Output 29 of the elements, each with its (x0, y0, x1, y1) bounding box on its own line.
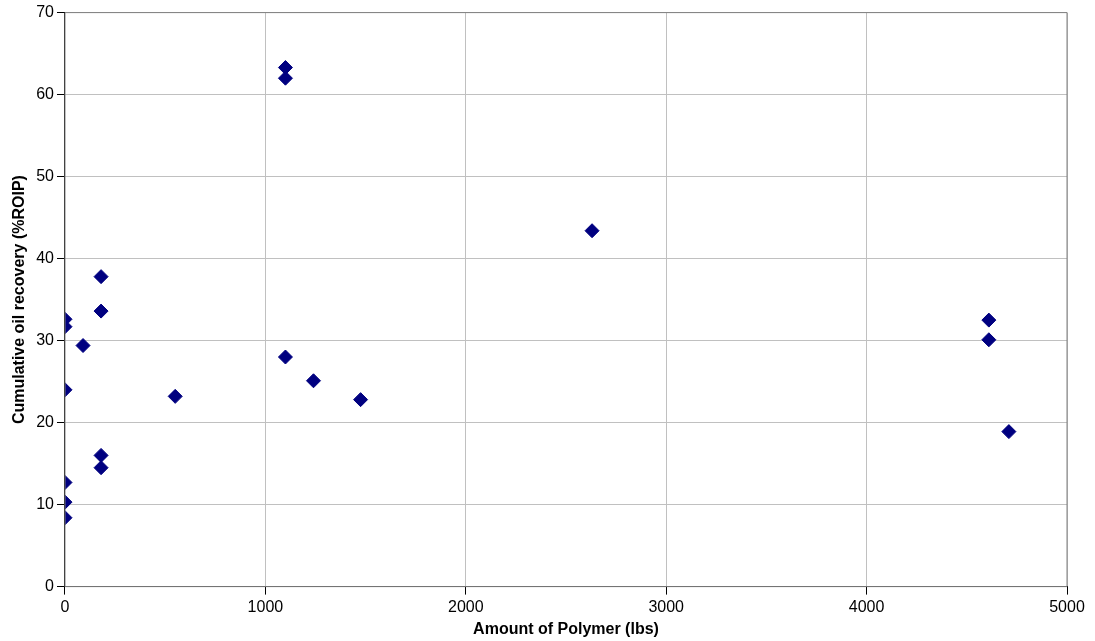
x-tick-label: 4000 (848, 597, 885, 615)
point (981, 332, 997, 348)
point (277, 349, 293, 365)
y-axis-title: Cumulative oil recovery (%ROIP) (10, 175, 28, 425)
point (584, 223, 600, 239)
y-tick-label: 10 (36, 495, 55, 513)
x-tick-label: 1000 (247, 597, 284, 615)
point (981, 312, 997, 328)
x-tick-label: 5000 (1049, 597, 1085, 615)
point (353, 392, 369, 408)
x-tick-label: 2000 (448, 597, 484, 615)
point (1001, 424, 1017, 440)
y-tick-label: 70 (36, 3, 55, 21)
y-tick-label: 30 (36, 331, 55, 349)
x-tick-label: 3000 (648, 597, 685, 615)
point (305, 373, 321, 389)
point (75, 338, 91, 354)
point (93, 447, 109, 463)
y-tick-label: 0 (45, 577, 55, 595)
point (93, 303, 109, 319)
x-axis-title: Amount of Polymer (lbs) (473, 619, 659, 637)
x-tick-label: 0 (60, 597, 70, 615)
point (167, 388, 183, 404)
y-tick-label: 60 (36, 85, 55, 103)
point (93, 460, 109, 476)
point (93, 269, 109, 285)
y-tick-label: 20 (36, 413, 55, 431)
y-tick-label: 40 (36, 249, 55, 267)
y-tick-label: 50 (36, 167, 55, 185)
